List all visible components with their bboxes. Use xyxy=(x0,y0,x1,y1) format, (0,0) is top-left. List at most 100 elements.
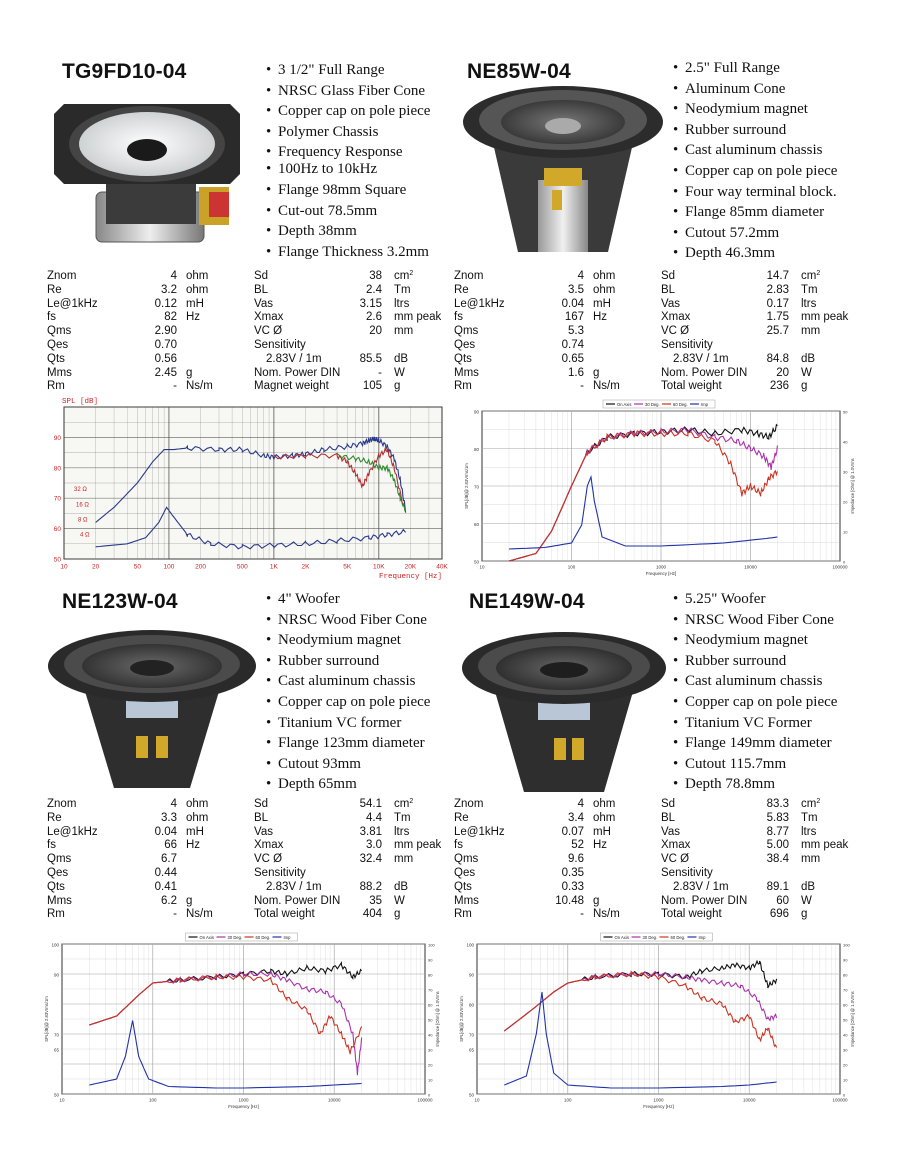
spec-value: 32.4 xyxy=(359,853,382,866)
spec-value: 52 xyxy=(571,839,584,852)
spec-unit: W xyxy=(394,894,405,907)
spec-unit: mH xyxy=(186,297,204,310)
y-tick-label: 90 xyxy=(469,973,475,978)
spec-name: Mms xyxy=(454,894,479,907)
spec-unit: Hz xyxy=(186,311,201,324)
x-tick-label: 1K xyxy=(270,564,279,571)
spec-name: Qes xyxy=(454,866,476,879)
spec-row: Sensitivity xyxy=(661,339,856,353)
spec-name: Sensitivity xyxy=(254,866,306,879)
spec-unit: Ns/m xyxy=(186,380,213,393)
y2-tick-label: 10 xyxy=(843,530,848,535)
spec-row: Sd 54.1 cm2 xyxy=(254,798,444,812)
x-axis-label: Frequency [Hz] xyxy=(646,571,677,576)
feature-item: Copper cap on pole piece xyxy=(673,692,837,713)
spec-row: BL 4.4 Tm xyxy=(254,812,444,826)
y-tick-label: 65 xyxy=(469,1048,475,1053)
speaker-photo-ne149w xyxy=(462,632,666,792)
y-tick-label: 60 xyxy=(54,526,62,533)
spec-unit: mm peak xyxy=(801,839,849,852)
x-tick-label: 1000 xyxy=(656,565,667,570)
x-tick-label: 50 xyxy=(134,564,142,571)
spec-row: Xmax 3.0 mm peak xyxy=(254,839,444,853)
spec-row: Nom. Power DIN 20 W xyxy=(661,367,856,381)
series-line xyxy=(508,429,778,562)
feature-item: Flange 85mm diameter xyxy=(673,202,837,223)
spec-row: fs 82 Hz xyxy=(47,311,247,325)
spec-name: BL xyxy=(661,811,676,824)
y2-tick-label: 100 xyxy=(843,943,850,948)
spec-row: Vas 8.77 ltrs xyxy=(661,826,856,840)
y2-tick-label: 50 xyxy=(843,1018,848,1023)
y-tick-label: 70 xyxy=(474,485,480,490)
y-tick-label: 65 xyxy=(54,1048,60,1053)
spec-value: 0.35 xyxy=(561,866,584,879)
x-tick-label: 10 xyxy=(474,1098,480,1103)
y-tick-label: 70 xyxy=(54,496,62,503)
spec-value: 38 xyxy=(369,270,382,282)
spec-name: fs xyxy=(47,311,56,324)
spec-name: Le@1kHz xyxy=(454,825,505,838)
spec-name: 2.83V / 1m xyxy=(266,880,322,893)
spec-value: - xyxy=(580,908,584,921)
impedance-scale-label: 32 Ω xyxy=(74,487,87,493)
spec-name: Le@1kHz xyxy=(47,825,98,838)
spec-row: fs 52 Hz xyxy=(454,839,654,853)
spec-row: 2.83V / 1m 85.5 dB xyxy=(254,353,444,367)
spec-row: Qts 0.56 xyxy=(47,353,247,367)
spec-unit: Tm xyxy=(394,811,411,824)
impedance-scale-label: 16 Ω xyxy=(76,502,89,508)
spec-unit: dB xyxy=(394,880,409,893)
y2-tick-label: 60 xyxy=(843,1003,848,1008)
spec-value: 0.33 xyxy=(561,880,584,893)
x-tick-label: 10 xyxy=(60,564,68,571)
specs-table-right: Sd 83.3 cm2 BL 5.83 Tm Vas 8.77 ltrs Xmax 5.00 mm p… xyxy=(661,798,856,922)
spec-unit: mm xyxy=(394,325,414,338)
series-line xyxy=(95,436,407,523)
x-tick-label: 10000 xyxy=(328,1098,341,1103)
spec-name: Total weight xyxy=(661,908,722,921)
feature-item: Flange 149mm diameter xyxy=(673,733,837,754)
spec-row: Sensitivity xyxy=(254,867,444,881)
legend: On Axis 30 Deg. 60 Deg. Imp xyxy=(185,932,298,942)
x-tick-label: 100000 xyxy=(832,565,848,570)
series-line xyxy=(89,1020,362,1089)
spec-name: Re xyxy=(47,811,62,824)
y2-tick-label: 90 xyxy=(843,958,848,963)
spec-value: 167 xyxy=(564,311,584,324)
y2-tick-label: 30 xyxy=(428,1048,433,1053)
y-tick-label: 90 xyxy=(474,410,480,415)
x-tick-label: 20K xyxy=(405,564,417,571)
spec-name: Qms xyxy=(47,325,72,338)
spec-name: Magnet weight xyxy=(254,380,329,393)
spec-row: Qes 0.70 xyxy=(47,339,247,353)
spec-value: - xyxy=(173,908,177,921)
spec-row: Rm - Ns/m xyxy=(454,380,654,394)
y2-tick-label: 20 xyxy=(843,1063,848,1068)
spec-value: 105 xyxy=(362,380,382,393)
spec-value: 0.04 xyxy=(561,297,584,310)
feature-item: Cast aluminum chassis xyxy=(673,671,837,692)
spec-row: Vas 0.17 ltrs xyxy=(661,298,856,312)
spec-unit: W xyxy=(801,366,812,379)
x-tick-label: 1000 xyxy=(238,1098,249,1103)
spec-name: Sd xyxy=(661,270,676,282)
spec-value: 20 xyxy=(369,325,382,338)
spec-unit: ohm xyxy=(186,798,209,810)
spec-name: fs xyxy=(454,839,463,852)
spec-value: 25.7 xyxy=(766,325,789,338)
spec-unit: g xyxy=(593,366,600,379)
spec-row: Sd 83.3 cm2 xyxy=(661,798,856,812)
spec-name: Rm xyxy=(454,380,472,393)
spec-unit: cm2 xyxy=(394,270,414,282)
spec-unit: cm2 xyxy=(801,798,821,810)
specs-table-right: Sd 38 cm2 BL 2.4 Tm Vas 3.15 ltrs Xmax 2.6 mm peak V… xyxy=(254,270,444,394)
spec-value: 60 xyxy=(776,894,789,907)
spec-name: Rm xyxy=(47,380,65,393)
spec-row: Mms 6.2 g xyxy=(47,895,247,909)
spec-row: 2.83V / 1m 89.1 dB xyxy=(661,881,856,895)
x-tick-label: 1000 xyxy=(653,1098,664,1103)
x-tick-label: 100 xyxy=(564,1098,572,1103)
feature-item: 2.5" Full Range xyxy=(673,58,837,79)
